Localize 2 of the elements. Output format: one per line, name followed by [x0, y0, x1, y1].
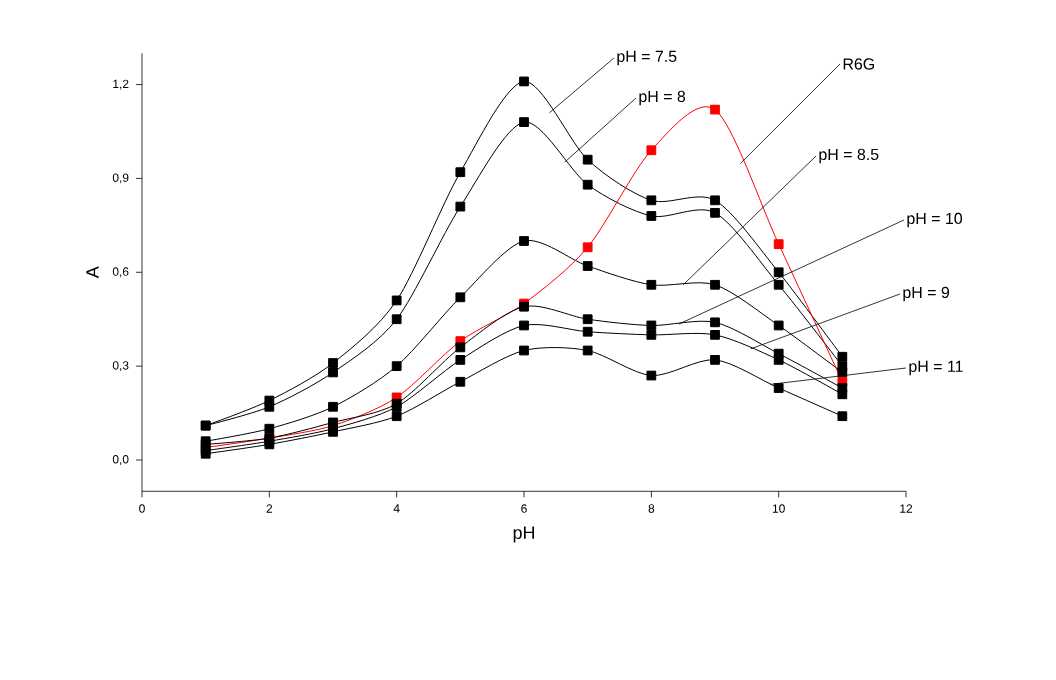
y-axis-title: A — [86, 266, 99, 279]
x-axis-title: pH — [513, 526, 535, 543]
